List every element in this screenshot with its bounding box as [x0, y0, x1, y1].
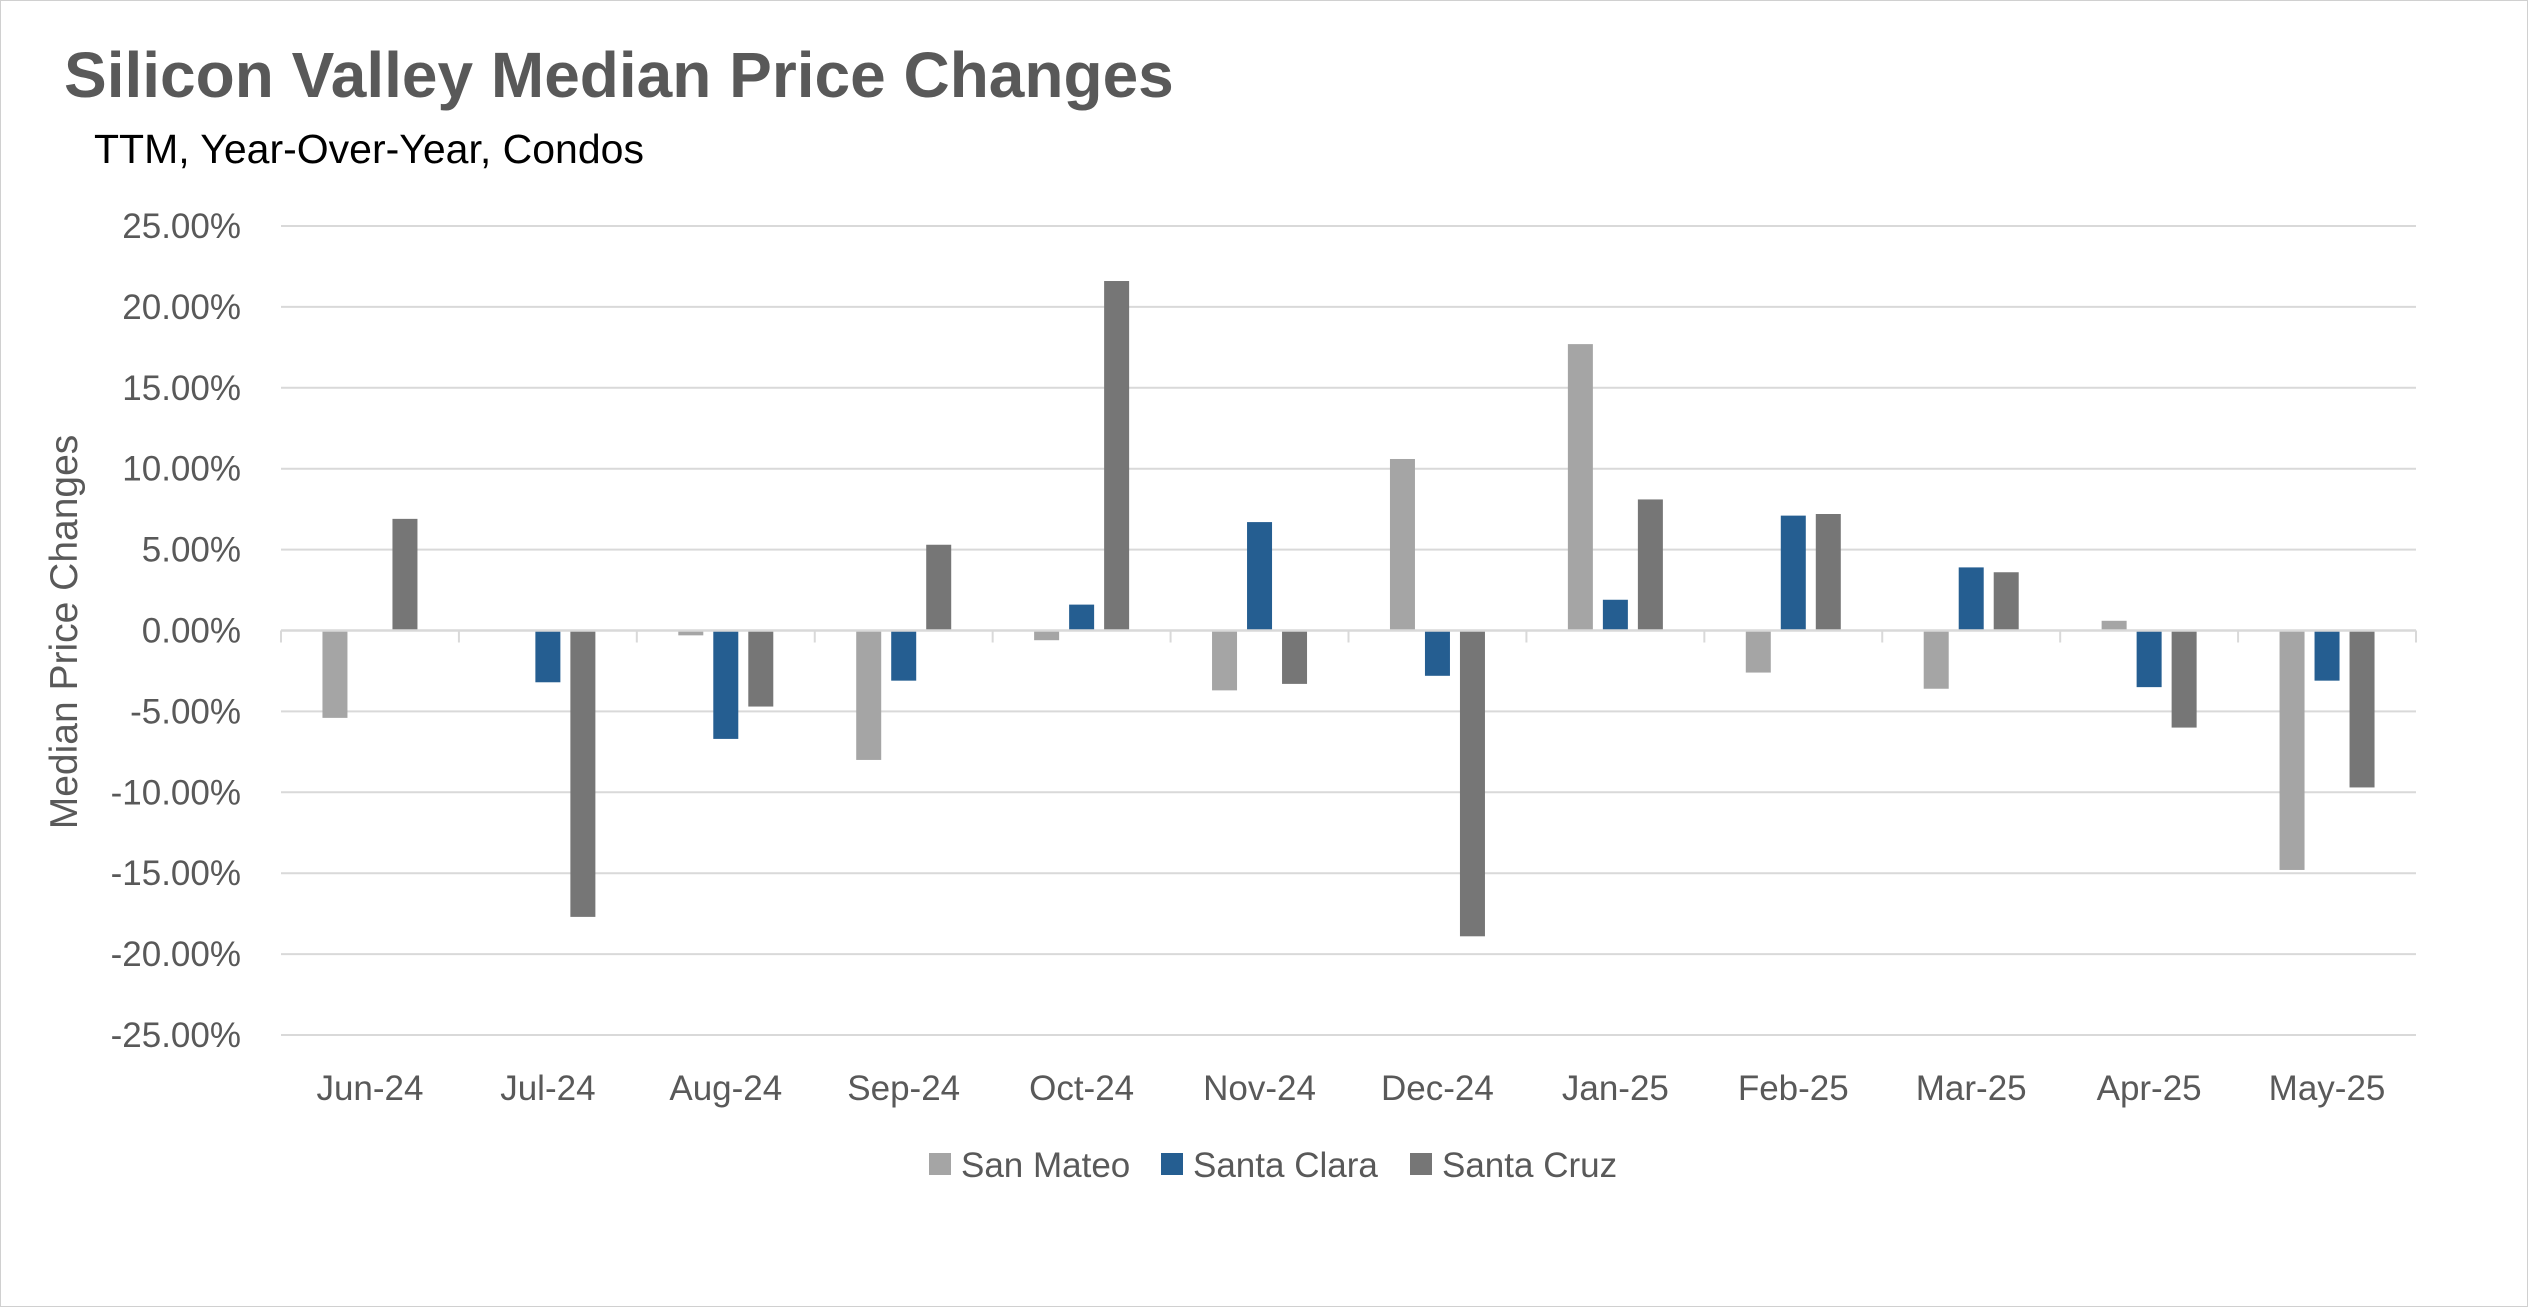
legend: San Mateo Santa Clara Santa Cruz	[929, 1146, 1617, 1185]
x-tick-label: Jan-25	[1562, 1069, 1669, 1108]
bar-san-mateo	[1567, 344, 1593, 631]
bar-santa-cruz	[570, 630, 596, 917]
bar-santa-clara	[1780, 515, 1806, 631]
x-tick-label: Sep-24	[847, 1069, 960, 1108]
legend-swatch	[1410, 1153, 1432, 1175]
y-tick-label: -5.00%	[130, 692, 241, 731]
bar-santa-cruz	[1282, 630, 1308, 684]
x-tick-label: Apr-25	[2097, 1069, 2202, 1108]
x-tick-label: May-25	[2269, 1069, 2386, 1108]
bar-santa-cruz	[1637, 499, 1663, 631]
bar-san-mateo	[322, 630, 348, 718]
y-tick-label: 0.00%	[142, 612, 241, 651]
chart-title: Silicon Valley Median Price Changes	[64, 39, 1174, 111]
bar-santa-clara	[713, 630, 739, 739]
legend-swatch	[1161, 1153, 1183, 1175]
y-tick-label: -15.00%	[111, 854, 241, 893]
bar-santa-clara	[1069, 604, 1095, 631]
x-tick-label: Mar-25	[1916, 1069, 2027, 1108]
bar-santa-cruz	[748, 630, 774, 707]
y-tick-label: 25.00%	[122, 207, 241, 246]
legend-label: Santa Clara	[1193, 1146, 1378, 1185]
x-tick-label: Jun-24	[316, 1069, 423, 1108]
legend-label: San Mateo	[961, 1146, 1130, 1185]
x-tick-label: Dec-24	[1381, 1069, 1494, 1108]
bar-santa-clara	[2314, 630, 2340, 681]
bar-santa-cruz	[1104, 281, 1130, 631]
y-tick-label: 20.00%	[122, 288, 241, 327]
x-tick-label: Feb-25	[1738, 1069, 1849, 1108]
y-axis-title: Median Price Changes	[43, 435, 86, 830]
bar-santa-clara	[1424, 630, 1450, 676]
bar-san-mateo	[1212, 630, 1238, 691]
y-tick-label: -25.00%	[111, 1016, 241, 1055]
x-tick-label: Nov-24	[1203, 1069, 1316, 1108]
y-tick-label: 15.00%	[122, 369, 241, 408]
bar-santa-clara	[535, 630, 561, 683]
bars	[322, 281, 2375, 937]
gridlines	[281, 225, 2416, 1036]
bar-santa-cruz	[1993, 572, 2019, 631]
y-axis-ticks: 25.00% 20.00% 15.00% 10.00% 5.00% 0.00% -5.00%…	[111, 207, 241, 1055]
bar-santa-clara	[891, 630, 917, 681]
bar-santa-clara	[1247, 522, 1273, 631]
bar-santa-clara	[1602, 599, 1628, 631]
y-tick-label: -10.00%	[111, 773, 241, 812]
y-tick-label: 5.00%	[142, 531, 241, 570]
legend-swatch	[929, 1153, 951, 1175]
bar-san-mateo	[1389, 458, 1415, 631]
x-tick-label: Oct-24	[1029, 1069, 1134, 1108]
legend-label: Santa Cruz	[1442, 1146, 1617, 1185]
x-axis	[280, 629, 2417, 643]
bar-santa-cruz	[392, 518, 418, 631]
bar-san-mateo	[2101, 620, 2127, 631]
bar-santa-clara	[2136, 630, 2162, 688]
bar-san-mateo	[1034, 630, 1060, 641]
bar-san-mateo	[678, 630, 704, 636]
bar-santa-cruz	[1459, 630, 1485, 937]
x-axis-ticks: Jun-24 Jul-24 Aug-24 Sep-24 Oct-24 Nov-24 Dec-…	[316, 1069, 2385, 1108]
bar-san-mateo	[2279, 630, 2305, 870]
bar-santa-clara	[1958, 567, 1984, 631]
bar-san-mateo	[1745, 630, 1771, 673]
x-tick-label: Aug-24	[669, 1069, 782, 1108]
bar-santa-cruz	[1815, 514, 1841, 631]
x-tick-label: Jul-24	[500, 1069, 595, 1108]
bar-santa-cruz	[2171, 630, 2197, 728]
bar-san-mateo	[1923, 630, 1949, 689]
bar-santa-cruz	[926, 544, 952, 631]
bar-santa-cruz	[2349, 630, 2375, 788]
chart-subtitle: TTM, Year-Over-Year, Condos	[94, 126, 644, 172]
y-tick-label: 10.00%	[122, 450, 241, 489]
bar-san-mateo	[856, 630, 882, 760]
y-tick-label: -20.00%	[111, 935, 241, 974]
